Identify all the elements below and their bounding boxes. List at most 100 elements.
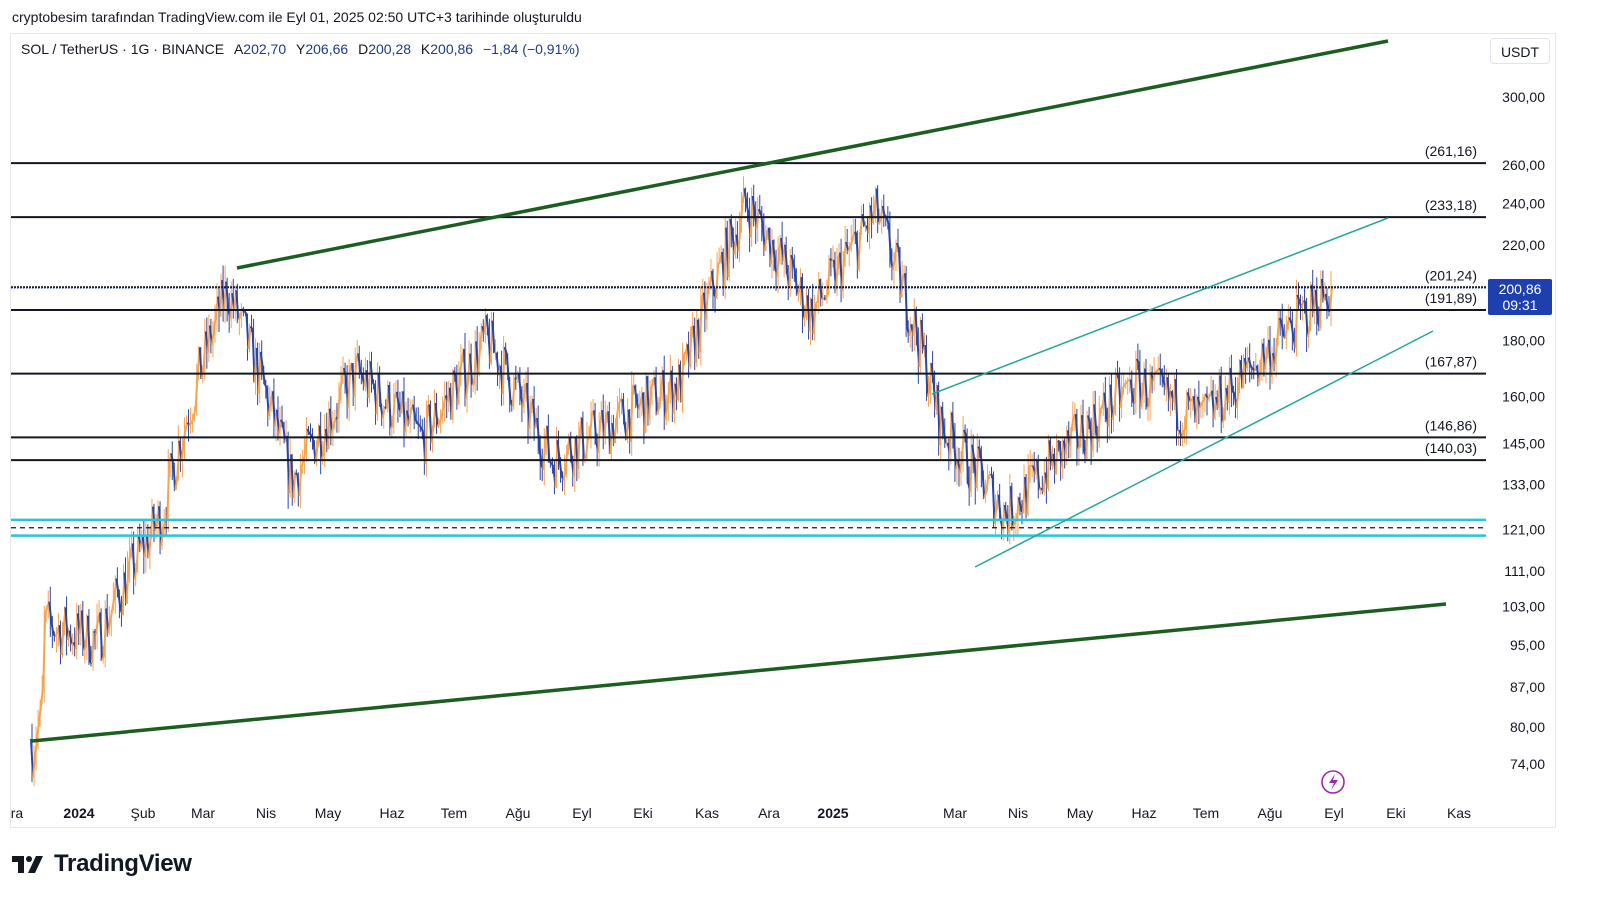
candle-body [95,618,100,635]
candle-body [961,429,966,457]
candle-body [267,400,272,416]
candle-body [1077,445,1081,450]
candle-body [1288,317,1293,323]
candle-body [589,412,594,437]
candle-body [318,425,323,460]
candle-body [1011,522,1016,528]
candle-body [309,433,312,436]
y-tick-label: 145,00 [1502,435,1545,451]
candle-body [1194,396,1199,423]
candle-body [1148,372,1153,406]
candle-body [440,405,445,417]
x-tick-label: 2025 [817,805,848,821]
candle-body [1263,351,1268,369]
chart-caption: cryptobesim tarafından TradingView.com i… [12,9,582,25]
candle-body [861,214,866,227]
x-tick-label: Eki [633,805,652,821]
x-tick-label: Eki [1386,805,1405,821]
candle-body [306,428,311,435]
candle-body [546,425,551,462]
candle-body [1196,396,1201,408]
candle-body [477,344,482,374]
candle-body [416,422,420,426]
y-tick-label: 260,00 [1502,157,1545,173]
candle-body [298,467,303,496]
candle-body [755,209,760,229]
candle-body [99,612,104,660]
candle-body [247,326,252,349]
candle-body [664,404,669,420]
tradingview-logo[interactable]: TradingView [12,850,192,878]
candle-body [981,470,986,499]
candle-body [824,291,829,299]
x-tick-label: ra [11,805,24,821]
candle-body [188,421,193,426]
candle-body [412,404,417,419]
candle-body [898,249,903,298]
level-label: (191,89) [1425,290,1477,306]
candle-body [990,473,993,477]
candle-body [86,615,91,663]
candle-body [292,473,297,498]
candle-body [812,303,817,334]
symbol-name[interactable]: SOL / TetherUS · 1G · BINANCE [21,41,225,57]
y-tick-label: 160,00 [1502,389,1545,405]
candle-body [109,609,114,621]
candle-body [1026,466,1031,515]
candle-body [280,419,284,425]
candle-body [172,464,177,490]
candle-body [896,242,900,250]
candle-body [796,290,801,296]
candle-body [30,738,34,778]
candle-body [1123,381,1128,386]
currency-button[interactable]: USDT [1490,38,1550,64]
candle-body [997,494,1002,520]
open-label: A [233,41,244,57]
candle-body [387,384,392,429]
candle-body [548,460,552,464]
change-value: −1,84 (−0,91%) [482,41,580,57]
inner-channel-upper [931,217,1389,395]
lightning-icon[interactable] [1321,770,1345,794]
candle-body [1154,370,1158,374]
candle-body [532,398,537,429]
candle-body [503,346,508,354]
candle-body [698,297,703,352]
candle-body [1133,358,1138,404]
candle-body [465,381,470,399]
candle-body [44,607,49,615]
candle-body [294,472,298,475]
candle-body [390,425,394,429]
y-tick-label: 103,00 [1502,598,1545,614]
candle-body [111,597,116,610]
candle-body [615,405,620,421]
candle-body [194,373,199,408]
candle-body [1125,379,1130,384]
candle-body [790,254,795,263]
candle-body [261,367,266,384]
candle-body [133,566,138,580]
candle-body [729,218,734,232]
candle-body [835,258,840,290]
candle-body [521,385,526,408]
x-tick-label: 2024 [63,805,94,821]
candle-body [542,442,547,470]
candle-body [517,373,522,396]
candle-body [857,232,862,270]
candle-body [715,264,720,298]
candle-body [800,277,805,320]
candle-body [940,406,945,432]
candle-body [1137,363,1142,407]
candle-body [1276,318,1281,342]
candle-body [707,286,711,292]
y-tick-label: 121,00 [1502,522,1545,538]
candle-body [875,188,880,224]
candle-body [491,320,496,353]
candle-body [1129,379,1134,402]
low-label: D [358,41,369,57]
x-tick-label: May [1067,805,1093,821]
candle-body [174,477,179,490]
candle-body [528,404,533,429]
x-tick-label: Şub [131,805,156,821]
